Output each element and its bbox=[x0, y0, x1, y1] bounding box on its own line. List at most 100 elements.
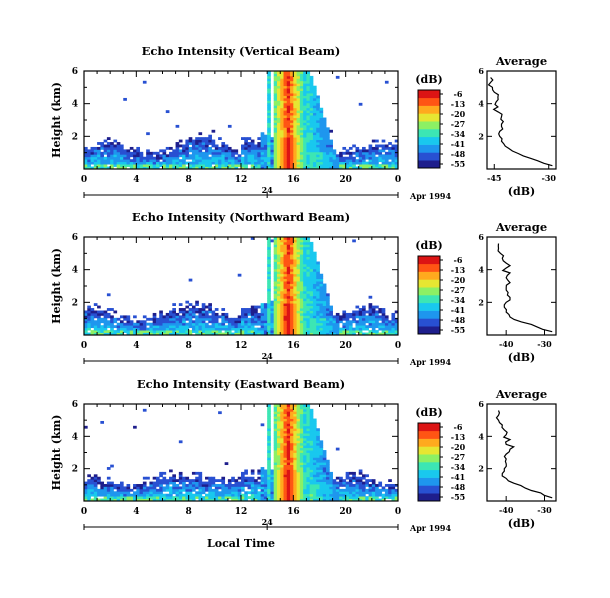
heatmap-cell bbox=[280, 132, 284, 136]
heatmap-cell bbox=[381, 156, 386, 160]
heatmap-cell bbox=[335, 486, 340, 490]
heatmap-cell bbox=[296, 413, 301, 417]
heatmap-cell bbox=[221, 312, 226, 316]
heatmap-cell bbox=[273, 276, 278, 280]
heatmap-cell bbox=[362, 310, 366, 314]
heatmap-cell bbox=[378, 327, 383, 331]
heatmap-cell bbox=[322, 498, 327, 502]
heatmap-cell bbox=[312, 462, 317, 466]
heatmap-cell bbox=[319, 273, 324, 277]
heatmap-cell bbox=[257, 332, 262, 336]
heatmap-cell bbox=[286, 447, 291, 451]
heatmap-cell bbox=[195, 300, 199, 304]
heatmap-cell bbox=[84, 496, 88, 499]
heatmap-cell bbox=[296, 271, 301, 275]
heatmap-cell bbox=[283, 117, 288, 121]
heatmap-cell bbox=[234, 317, 239, 321]
heatmap-cell bbox=[260, 164, 265, 167]
heatmap-cell bbox=[319, 161, 324, 165]
heatmap-cell bbox=[276, 488, 281, 492]
heatmap-cell bbox=[267, 256, 271, 260]
heatmap-cell bbox=[299, 486, 304, 490]
heatmap-cell bbox=[296, 450, 301, 453]
heatmap-cell bbox=[365, 317, 369, 321]
heatmap-cell bbox=[224, 144, 229, 148]
heatmap-cell bbox=[123, 315, 127, 319]
heatmap-cell bbox=[231, 322, 235, 326]
heatmap-cell bbox=[129, 161, 134, 165]
heatmap-cell bbox=[234, 486, 239, 490]
heatmap-cell bbox=[293, 159, 297, 163]
heatmap-cell bbox=[309, 146, 314, 150]
heatmap-cell bbox=[303, 241, 307, 245]
heatmap-cell bbox=[283, 90, 288, 94]
heatmap-cell bbox=[267, 493, 271, 497]
heatmap-cell bbox=[273, 161, 278, 165]
heatmap-cell bbox=[159, 156, 163, 160]
heatmap-cell bbox=[309, 305, 314, 309]
heatmap-cell bbox=[205, 142, 209, 145]
heatmap-cell bbox=[270, 146, 275, 150]
heatmap-cell bbox=[201, 481, 206, 485]
heatmap-cell bbox=[286, 132, 291, 136]
heatmap-cell bbox=[129, 332, 134, 336]
heatmap-cell bbox=[218, 330, 222, 333]
heatmap-cell bbox=[267, 418, 271, 422]
heatmap-cell bbox=[280, 486, 284, 490]
heatmap-cell bbox=[280, 154, 284, 158]
heatmap-cell bbox=[273, 239, 278, 243]
heatmap-cell bbox=[309, 288, 314, 292]
heatmap-cell bbox=[106, 467, 111, 470]
heatmap-cell bbox=[247, 325, 252, 329]
heatmap-cell bbox=[375, 315, 379, 319]
heatmap-cell bbox=[309, 322, 314, 326]
colorbar-swatch bbox=[418, 446, 440, 455]
heatmap-cell bbox=[283, 425, 288, 429]
heatmap-cell bbox=[276, 327, 281, 331]
heatmap-cell bbox=[342, 491, 347, 495]
heatmap-cell bbox=[368, 164, 373, 167]
heatmap-cell bbox=[84, 315, 88, 319]
heatmap-cell bbox=[110, 149, 114, 153]
heatmap-cell bbox=[254, 308, 258, 311]
heatmap-cell bbox=[299, 479, 304, 482]
heatmap-cell bbox=[165, 332, 170, 336]
heatmap-cell bbox=[250, 327, 255, 331]
heatmap-cell bbox=[201, 484, 206, 487]
heatmap-cell bbox=[267, 293, 271, 297]
heatmap-cell bbox=[322, 481, 327, 485]
heatmap-cell bbox=[270, 325, 275, 329]
heatmap-cell bbox=[139, 498, 144, 502]
heatmap-cell bbox=[362, 166, 366, 170]
heatmap-cell bbox=[280, 268, 284, 272]
heatmap-cell bbox=[218, 322, 222, 326]
heatmap-cell bbox=[358, 312, 363, 316]
heatmap-cell bbox=[322, 146, 327, 150]
heatmap-cell bbox=[306, 159, 311, 163]
heatmap-cell bbox=[299, 117, 304, 121]
heatmap-cell bbox=[149, 156, 154, 160]
heatmap-cell bbox=[172, 486, 176, 490]
heatmap-cell bbox=[169, 491, 173, 495]
heatmap-cell bbox=[136, 491, 140, 495]
heatmap-cell bbox=[103, 332, 108, 336]
heatmap-cell bbox=[309, 320, 314, 324]
heatmap-cell bbox=[267, 420, 271, 424]
heatmap-cell bbox=[185, 144, 190, 148]
heatmap-cell bbox=[247, 481, 252, 485]
heatmap-cell bbox=[129, 493, 134, 497]
heatmap-cell bbox=[290, 425, 294, 429]
heatmap-cell bbox=[316, 469, 320, 473]
heatmap-cell bbox=[103, 491, 108, 495]
heatmap-cell bbox=[267, 254, 271, 257]
heatmap-cell bbox=[299, 156, 304, 160]
heatmap-cell bbox=[388, 161, 392, 165]
heatmap-cell bbox=[296, 498, 301, 502]
heatmap-cell bbox=[299, 481, 304, 485]
heatmap-cell bbox=[195, 149, 199, 153]
heatmap-cell bbox=[90, 312, 95, 316]
heatmap-cell bbox=[355, 491, 360, 495]
heatmap-cell bbox=[322, 283, 327, 287]
heatmap-cell bbox=[290, 457, 294, 461]
